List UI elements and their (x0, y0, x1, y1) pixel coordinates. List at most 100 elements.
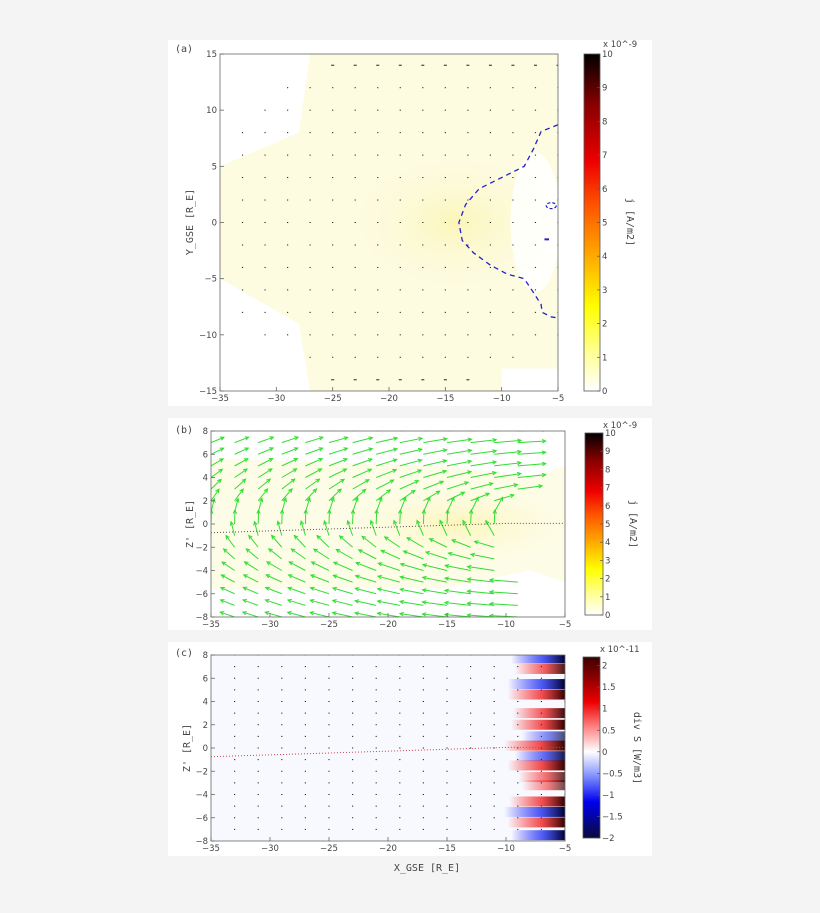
velocity-arrowhead (264, 586, 270, 591)
velocity-arrow (489, 591, 518, 595)
velocity-arrowhead (276, 520, 281, 526)
velocity-arrow (328, 458, 348, 467)
colorbar-tick-label: 5 (602, 219, 607, 229)
y-tick-label: −6 (195, 814, 208, 824)
velocity-arrowhead (239, 488, 244, 494)
velocity-arrowhead (447, 551, 453, 557)
velocity-arrowhead (460, 491, 466, 496)
velocity-arrow (494, 462, 521, 467)
velocity-arrowhead (287, 586, 293, 591)
velocity-arrowhead (309, 574, 315, 579)
velocity-arrow (281, 497, 287, 513)
velocity-arrowhead (318, 447, 324, 452)
velocity-arrow (305, 488, 317, 502)
colorbar-tick-label: 8 (602, 117, 607, 127)
velocity-arrowhead (376, 587, 382, 592)
x-tick-label: −15 (438, 620, 456, 630)
velocity-arrowhead (442, 448, 448, 453)
velocity-arrowhead (421, 575, 427, 581)
velocity-arrow (446, 496, 455, 513)
velocity-arrow (234, 488, 244, 502)
velocity-arrowhead (393, 436, 399, 441)
velocity-arrow (242, 599, 259, 606)
colorbar-tick-label: −1.5 (602, 812, 623, 822)
y-tick-label: 2 (203, 721, 208, 731)
velocity-arrowhead (443, 588, 449, 594)
velocity-arrow (416, 520, 424, 536)
velocity-arrowhead (292, 468, 298, 473)
velocity-arrow (265, 611, 282, 617)
velocity-arrowhead (265, 574, 271, 579)
velocity-arrow (425, 551, 448, 560)
colorbar-tick-label: 10 (602, 50, 613, 60)
velocity-arrow (517, 451, 546, 455)
colorbar-tick-label: 5 (605, 520, 610, 530)
velocity-arrow (305, 447, 323, 455)
velocity-arrow (234, 458, 249, 467)
velocity-arrowhead (293, 534, 299, 540)
velocity-arrowhead (225, 534, 230, 540)
colorbar-tick-label: −2 (602, 834, 615, 844)
colorbar-tick-label: 2 (605, 575, 610, 585)
colorbar-tick-label: 6 (602, 185, 607, 195)
velocity-arrow (336, 548, 353, 560)
y-tick-label: −8 (195, 613, 208, 623)
velocity-arrowhead (331, 611, 337, 616)
velocity-arrowhead (244, 447, 250, 452)
velocity-arrow (333, 574, 353, 583)
velocity-arrow (493, 509, 496, 525)
velocity-arrow (289, 561, 306, 571)
velocity-arrowhead (442, 459, 448, 464)
velocity-arrowhead (218, 468, 224, 474)
velocity-arrowhead (241, 598, 248, 604)
velocity-arrowhead (466, 564, 472, 570)
velocity-arrow (446, 449, 472, 455)
velocity-arrowhead (235, 497, 240, 503)
panel-b: −35 −30 −25 −20 −15 −10 −5−8−6−4−2024680123456… (195, 427, 615, 630)
velocity-arrowhead (219, 599, 225, 604)
y-tick-label: 10 (206, 106, 217, 116)
velocity-arrow (399, 613, 424, 617)
colorbar-tick-label: 0 (605, 611, 610, 621)
velocity-arrowhead (416, 519, 421, 525)
velocity-arrow (399, 490, 416, 502)
velocity-arrow (393, 520, 401, 536)
x-tick-label: −15 (436, 394, 454, 404)
velocity-arrowhead (282, 497, 288, 503)
velocity-arrow (287, 587, 306, 595)
velocity-arrowhead (323, 519, 328, 526)
velocity-arrow (470, 553, 495, 560)
velocity-arrowhead (343, 458, 349, 463)
velocity-arrowhead (332, 561, 338, 566)
velocity-arrow (305, 436, 324, 444)
velocity-arrowhead (450, 539, 457, 544)
velocity-arrow (291, 548, 306, 560)
contour-loop (545, 202, 557, 210)
velocity-arrow (470, 439, 497, 444)
velocity-arrowhead (417, 447, 423, 453)
negative-divergence-band (522, 731, 565, 742)
velocity-arrowhead (309, 586, 315, 591)
colorbar-tick-label: 0 (602, 748, 607, 758)
velocity-arrowhead (462, 519, 467, 525)
velocity-arrow (253, 521, 259, 536)
velocity-arrow (377, 575, 400, 583)
velocity-arrowhead (266, 478, 272, 483)
velocity-arrow (211, 447, 224, 455)
velocity-arrow (347, 520, 354, 536)
colorbar-tick-label: 9 (602, 84, 607, 94)
velocity-arrowhead (421, 588, 427, 593)
velocity-arrow (354, 612, 377, 617)
velocity-arrow (328, 497, 335, 513)
velocity-arrowhead (242, 574, 248, 579)
x-tick-label: −20 (379, 844, 397, 854)
velocity-arrow (281, 447, 299, 455)
velocity-arrowhead (306, 496, 311, 502)
velocity-arrowhead (219, 447, 225, 452)
velocity-arrowhead (473, 540, 479, 545)
velocity-arrowhead (418, 436, 424, 442)
velocity-arrowhead (376, 611, 382, 616)
panel-c-ylabel: Z' [R_E] (182, 724, 193, 772)
velocity-arrow (422, 564, 448, 571)
velocity-arrow (403, 550, 424, 560)
